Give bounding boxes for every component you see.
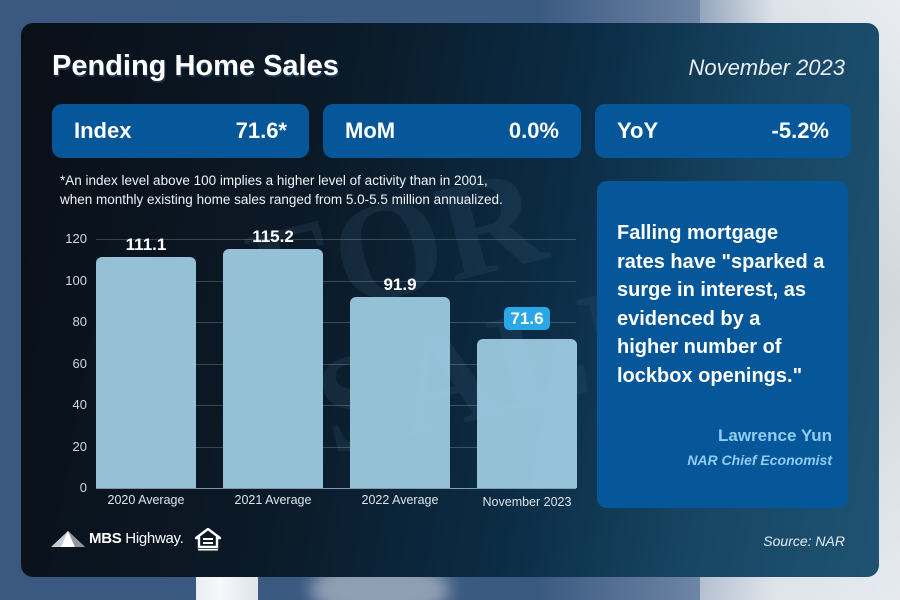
y-axis-tick: 100	[65, 272, 87, 288]
bar-value-label: 115.2	[252, 226, 294, 246]
stat-index: Index 71.6*	[52, 104, 309, 158]
gridline	[96, 405, 576, 406]
gridline	[96, 280, 576, 282]
footnote-line-1: *An index level above 100 implies a high…	[60, 173, 488, 188]
bar-2021-average	[223, 248, 323, 488]
stat-yoy-label: YoY	[617, 118, 659, 143]
mountain-logo-icon	[51, 531, 85, 547]
x-axis-line	[96, 488, 576, 489]
y-axis-tick: 0	[79, 480, 87, 495]
quote-card: Falling mortgage rates have "sparked a s…	[597, 181, 848, 508]
stat-index-label: Index	[74, 118, 132, 143]
y-axis-tick: 80	[72, 314, 87, 329]
equal-housing-opportunity-icon	[195, 528, 221, 551]
x-axis-label: 2021 Average	[234, 493, 312, 507]
stat-index-value: 71.6*	[235, 118, 287, 143]
bar-november-2023	[477, 339, 577, 488]
y-axis-tick: 40	[72, 397, 87, 412]
y-axis-tick: 20	[72, 438, 87, 454]
stat-mom-label: MoM	[345, 118, 396, 143]
gridline	[96, 322, 576, 323]
stat-yoy: YoY -5.2%	[595, 104, 851, 158]
bar-value-label: 111.1	[125, 235, 167, 255]
x-axis-label: November 2023	[482, 495, 572, 509]
stat-yoy-value: -5.2%	[771, 118, 829, 143]
index-footnote: *An index level above 100 implies a high…	[60, 171, 600, 209]
page-title: Pending Home Sales	[52, 50, 339, 82]
gridline	[96, 446, 576, 448]
quote-author: Lawrence Yun	[717, 426, 832, 445]
x-axis-label: 2020 Average	[107, 493, 185, 507]
gridline	[96, 239, 576, 240]
logo-wordmark: MBS Highway.	[89, 529, 184, 547]
quote-author-role: NAR Chief Economist	[687, 452, 832, 468]
bar-2022-average	[350, 297, 450, 488]
bar-value-label: 91.9	[383, 275, 417, 295]
x-axis-label: 2022 Average	[361, 493, 439, 507]
stat-mom: MoM 0.0%	[323, 104, 581, 158]
report-date: November 2023	[688, 55, 845, 80]
gridline	[96, 363, 576, 365]
bar-chart: 120 100 80 60 40 20 0 111.1 2020 Average 115.2 202…	[51, 223, 611, 523]
stat-mom-value: 0.0%	[508, 118, 559, 143]
source-credit: Source: NAR	[763, 533, 845, 549]
footnote-line-2: when monthly existing home sales ranged …	[60, 192, 503, 207]
y-axis-tick: 60	[72, 355, 87, 371]
quote-text: Falling mortgage rates have "sparked a s…	[617, 222, 825, 387]
infographic-card: FOR SALE Pending Home Sales November 202…	[21, 23, 879, 577]
bar-2020-average	[96, 257, 196, 488]
bar-value-label: 71.6	[477, 307, 577, 331]
mbs-highway-logo: MBS Highway.	[51, 529, 184, 547]
y-axis-tick: 120	[65, 231, 87, 246]
